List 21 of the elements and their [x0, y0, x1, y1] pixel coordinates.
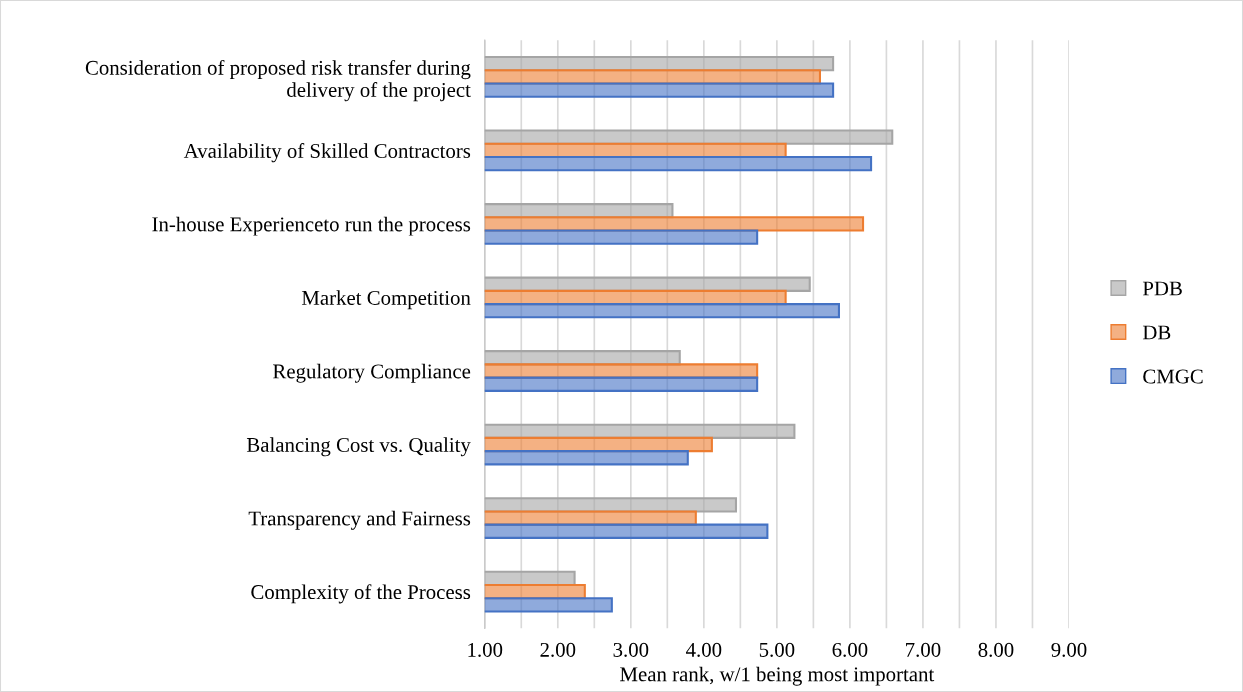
x-tick-label: 2.00: [540, 642, 576, 657]
x-axis-title: Mean rank, w/1 being most important: [620, 666, 935, 686]
y-tick-label: Consideration of proposed risk transfer during delivery of the project: [85, 59, 471, 102]
x-tick-label: 9.00: [1051, 642, 1087, 657]
legend-label: PDB: [1142, 281, 1182, 296]
x-tick-label: 5.00: [759, 642, 795, 657]
y-tick-label: In-house Experienceto run the process: [152, 216, 471, 236]
x-tick-label: 1.00: [468, 642, 503, 657]
legend-label: DB: [1142, 325, 1171, 340]
y-tick-label: Balancing Cost vs. Quality: [246, 437, 471, 457]
x-tick-label: 3.00: [613, 642, 649, 657]
y-tick-label: Availability of Skilled Contractors: [183, 143, 471, 163]
x-tick-label: 6.00: [832, 642, 868, 657]
x-tick-label: 4.00: [686, 642, 722, 657]
y-tick-label: Market Competition: [301, 290, 471, 310]
y-tick-label: Transparency and Fairness: [248, 510, 471, 530]
x-tick-label: 8.00: [978, 642, 1014, 657]
y-tick-label: Regulatory Compliance: [273, 363, 471, 383]
legend-label: CMGC: [1143, 369, 1203, 384]
y-tick-label: Complexity of the Process: [251, 584, 471, 604]
x-tick-label: 7.00: [906, 642, 941, 657]
